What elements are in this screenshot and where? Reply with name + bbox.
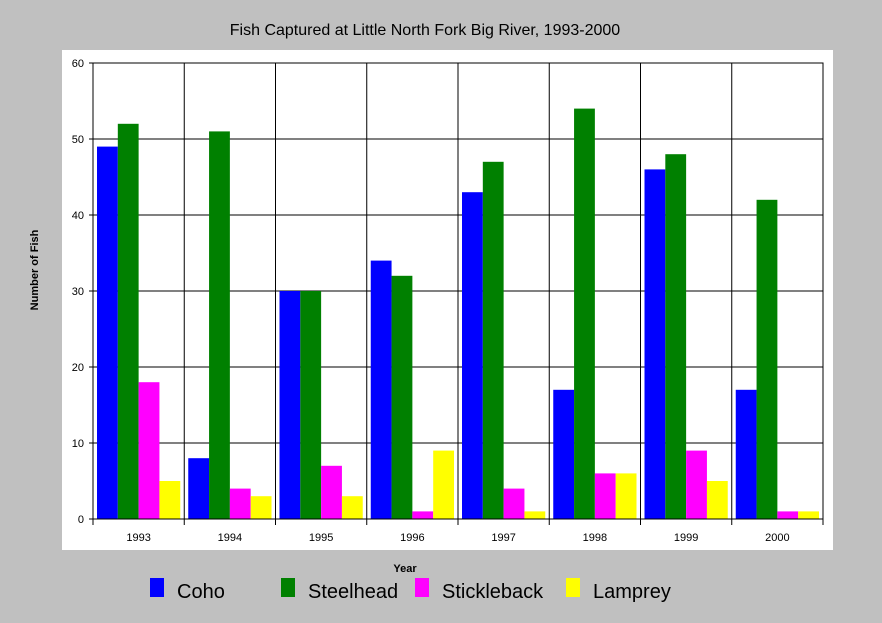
bar-coho-1998 [553,389,575,519]
bar-steelhead-1999 [665,154,687,519]
bar-steelhead-1997 [482,161,504,520]
bar-steelhead-1996 [391,275,413,519]
bar-coho-1995 [279,291,301,519]
x-tick-label: 1999 [674,532,698,544]
x-tick-label: 1996 [400,532,424,544]
bar-lamprey-1997 [524,511,546,519]
bar-stickleback-1995 [321,465,342,519]
legend-swatch-coho [150,578,164,597]
bar-steelhead-2000 [756,199,778,520]
y-tick-label: 50 [72,134,84,146]
bar-stickleback-1997 [503,488,525,519]
legend-swatch-lamprey [566,578,580,597]
bar-coho-1993 [97,146,118,519]
y-tick-label: 30 [72,286,84,298]
y-tick-label: 20 [72,362,84,374]
x-axis-title: Year [393,563,417,575]
bar-stickleback-1994 [229,488,251,519]
bar-lamprey-1995 [341,496,363,519]
x-tick-label: 1995 [309,532,333,544]
chart-title: Fish Captured at Little North Fork Big R… [230,22,621,39]
bar-lamprey-1994 [250,496,272,519]
bar-steelhead-1998 [574,108,595,519]
bar-steelhead-1994 [209,131,230,519]
legend-label-stickleback: Stickleback [442,581,544,603]
bar-stickleback-2000 [777,511,799,519]
legend-swatch-steelhead [281,578,295,597]
bar-coho-1997 [462,192,483,519]
bar-lamprey-1996 [433,450,454,519]
bar-steelhead-1993 [117,123,139,520]
bar-stickleback-1993 [138,382,160,519]
bar-steelhead-1995 [300,291,322,519]
y-tick-label: 0 [78,514,84,526]
bar-stickleback-1999 [686,450,707,519]
bar-stickleback-1996 [412,511,434,519]
y-tick-label: 10 [72,438,84,450]
x-tick-label: 1997 [491,532,515,544]
x-tick-label: 2000 [765,532,789,544]
legend-swatch-stickleback [415,578,429,597]
x-tick-label: 1998 [583,532,607,544]
legend-label-lamprey: Lamprey [593,581,671,603]
plot-border [92,62,824,520]
y-tick-label: 60 [72,58,84,70]
bar-coho-1996 [370,260,392,519]
x-tick-label: 1994 [218,532,242,544]
bar-lamprey-1999 [706,481,728,519]
bar-lamprey-1998 [615,473,637,519]
bar-stickleback-1998 [594,473,616,519]
bar-coho-2000 [735,389,757,519]
legend: Coho Steelhead Stickleback Lamprey [150,578,671,603]
bar-lamprey-1993 [159,481,181,519]
bar-coho-1999 [644,169,666,519]
x-tick-label: 1993 [126,532,150,544]
y-tick-label: 40 [72,210,84,222]
bar-lamprey-2000 [798,511,819,519]
legend-label-steelhead: Steelhead [308,581,398,603]
legend-label-coho: Coho [177,581,225,603]
bar-coho-1994 [188,458,210,519]
plot-area: 0 10 20 30 40 50 60 1993 1994 1995 1996 1997 1998 199… [72,58,824,544]
y-axis-title: Number of Fish [29,229,41,310]
